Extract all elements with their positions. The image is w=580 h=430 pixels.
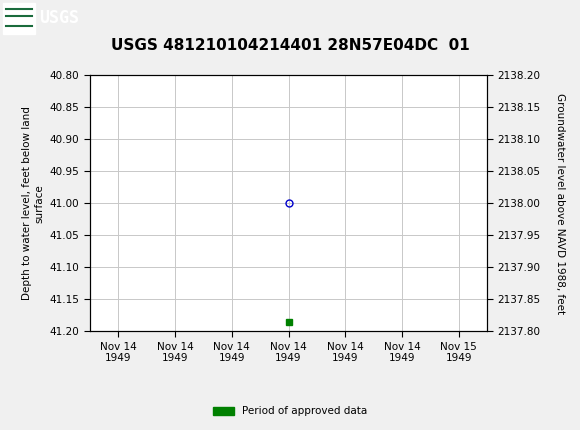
Y-axis label: Groundwater level above NAVD 1988, feet: Groundwater level above NAVD 1988, feet bbox=[554, 92, 565, 314]
Bar bbox=[3, 3, 35, 34]
Y-axis label: Depth to water level, feet below land
surface: Depth to water level, feet below land su… bbox=[23, 106, 44, 300]
Legend: Period of approved data: Period of approved data bbox=[209, 402, 371, 421]
Text: USGS: USGS bbox=[39, 9, 79, 27]
Text: USGS 481210104214401 28N57E04DC  01: USGS 481210104214401 28N57E04DC 01 bbox=[111, 38, 469, 52]
